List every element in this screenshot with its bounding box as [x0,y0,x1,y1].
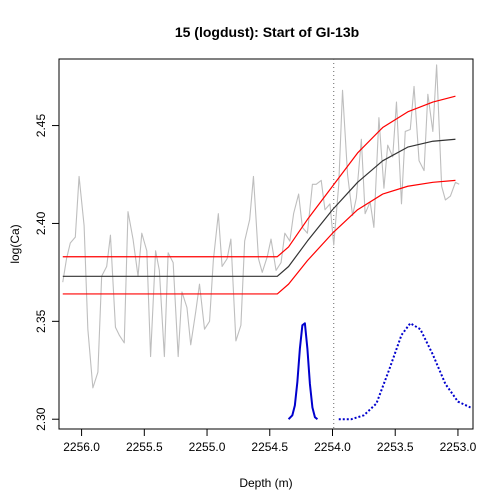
density-solid-curve [287,322,319,420]
observations-line [62,64,460,389]
y-tick-label: 2.30 [34,407,48,431]
y-axis-label: log(Ca) [8,224,22,263]
x-tick-label: 2254.0 [314,440,351,454]
y-tick-label: 2.35 [34,309,48,333]
x-tick-label: 2253.0 [440,440,477,454]
x-tick-label: 2255.0 [189,440,226,454]
fit-line [62,138,456,277]
upper-band-line [62,95,456,258]
y-tick-label: 2.45 [34,114,48,138]
x-tick-label: 2253.5 [377,440,414,454]
lower-band-line [62,179,456,295]
y-axis: 2.30 2.35 2.40 2.45 [34,114,59,431]
x-axis: 2256.0 2255.5 2255.0 2254.5 2254.0 2253.5 2253… [63,429,477,454]
x-tick-label: 2254.5 [251,440,288,454]
plot-area [62,59,471,429]
chart-title: 15 (logdust): Start of GI-13b [175,24,359,40]
x-tick-label: 2256.0 [63,440,100,454]
plot-frame [58,58,474,430]
y-tick-label: 2.40 [34,211,48,235]
density-dashed-curve [338,322,471,421]
x-axis-label: Depth (m) [239,476,292,490]
x-tick-label: 2255.5 [126,440,163,454]
